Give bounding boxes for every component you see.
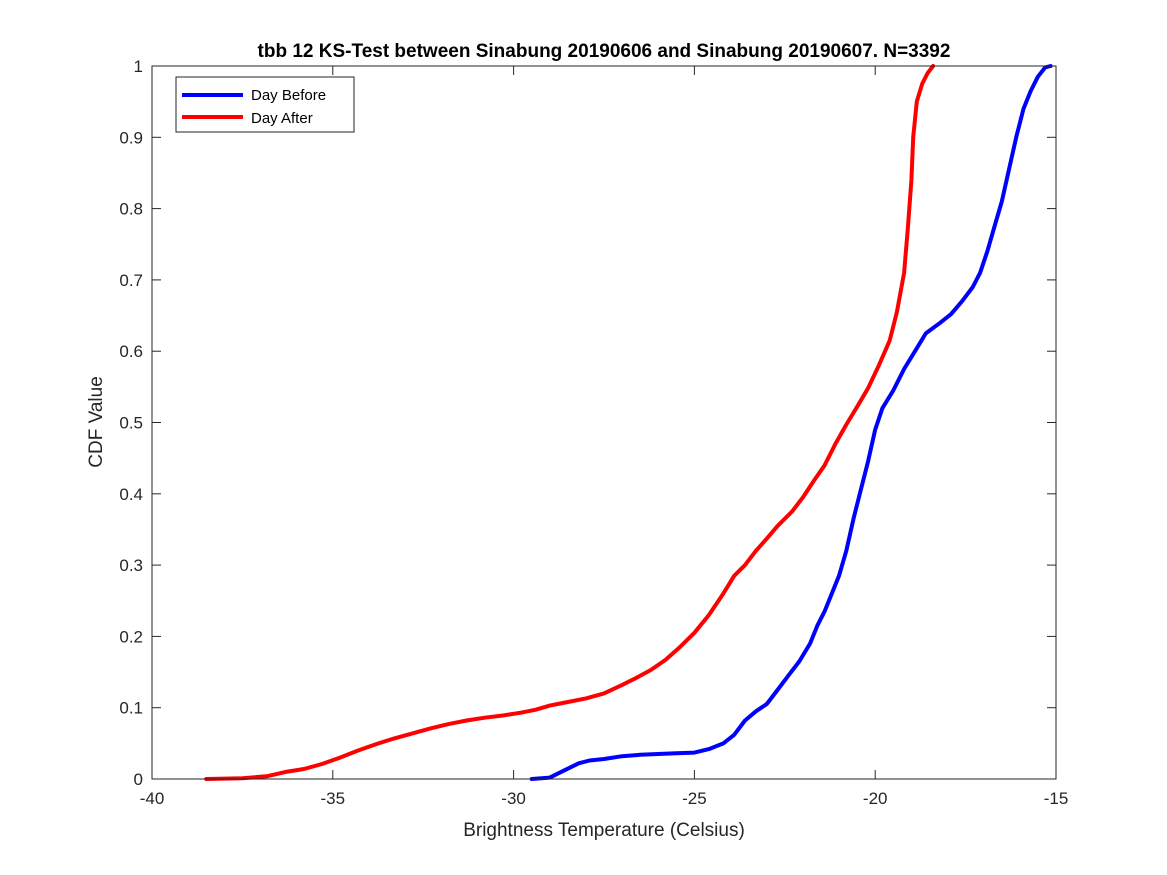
series-line-day-after [204, 64, 936, 781]
x-tick-label: -25 [682, 789, 707, 808]
x-tick-label: -40 [140, 789, 165, 808]
axis-ticks [151, 65, 1057, 780]
y-tick-label: 0.6 [119, 342, 143, 361]
x-tick-label: -35 [321, 789, 346, 808]
legend-box [175, 76, 355, 133]
y-tick-label: 0.9 [119, 128, 143, 147]
legend-label-day-after: Day After [251, 110, 313, 127]
y-tick-label: 0.2 [119, 627, 143, 646]
y-tick-label: 0 [134, 770, 143, 789]
x-tick-label: -15 [1044, 789, 1069, 808]
x-tick-label: -20 [863, 789, 888, 808]
chart-title: tbb 12 KS-Test between Sinabung 20190606… [258, 41, 951, 62]
y-tick-label: 0.8 [119, 200, 143, 219]
y-tick-label: 1 [134, 57, 143, 76]
y-tick-label: 0.1 [119, 699, 143, 718]
y-axis-label: CDF Value [86, 376, 107, 468]
legend: Day Before Day After [175, 76, 355, 133]
series-line-day-before [529, 64, 1053, 781]
y-tick-label: 0.3 [119, 556, 143, 575]
axis-tick-labels: -40 -35 -30 -25 -20 -15 0 0.1 0.2 0.3 0.4 0.5 0.6 0.7… [119, 57, 1068, 808]
y-tick-label: 0.4 [119, 485, 143, 504]
plot-series [204, 64, 1053, 781]
x-tick-label: -30 [501, 789, 526, 808]
y-tick-label: 0.5 [119, 414, 143, 433]
y-tick-label: 0.7 [119, 271, 143, 290]
legend-label-day-before: Day Before [251, 87, 326, 104]
x-axis-label: Brightness Temperature (Celsius) [463, 820, 745, 841]
